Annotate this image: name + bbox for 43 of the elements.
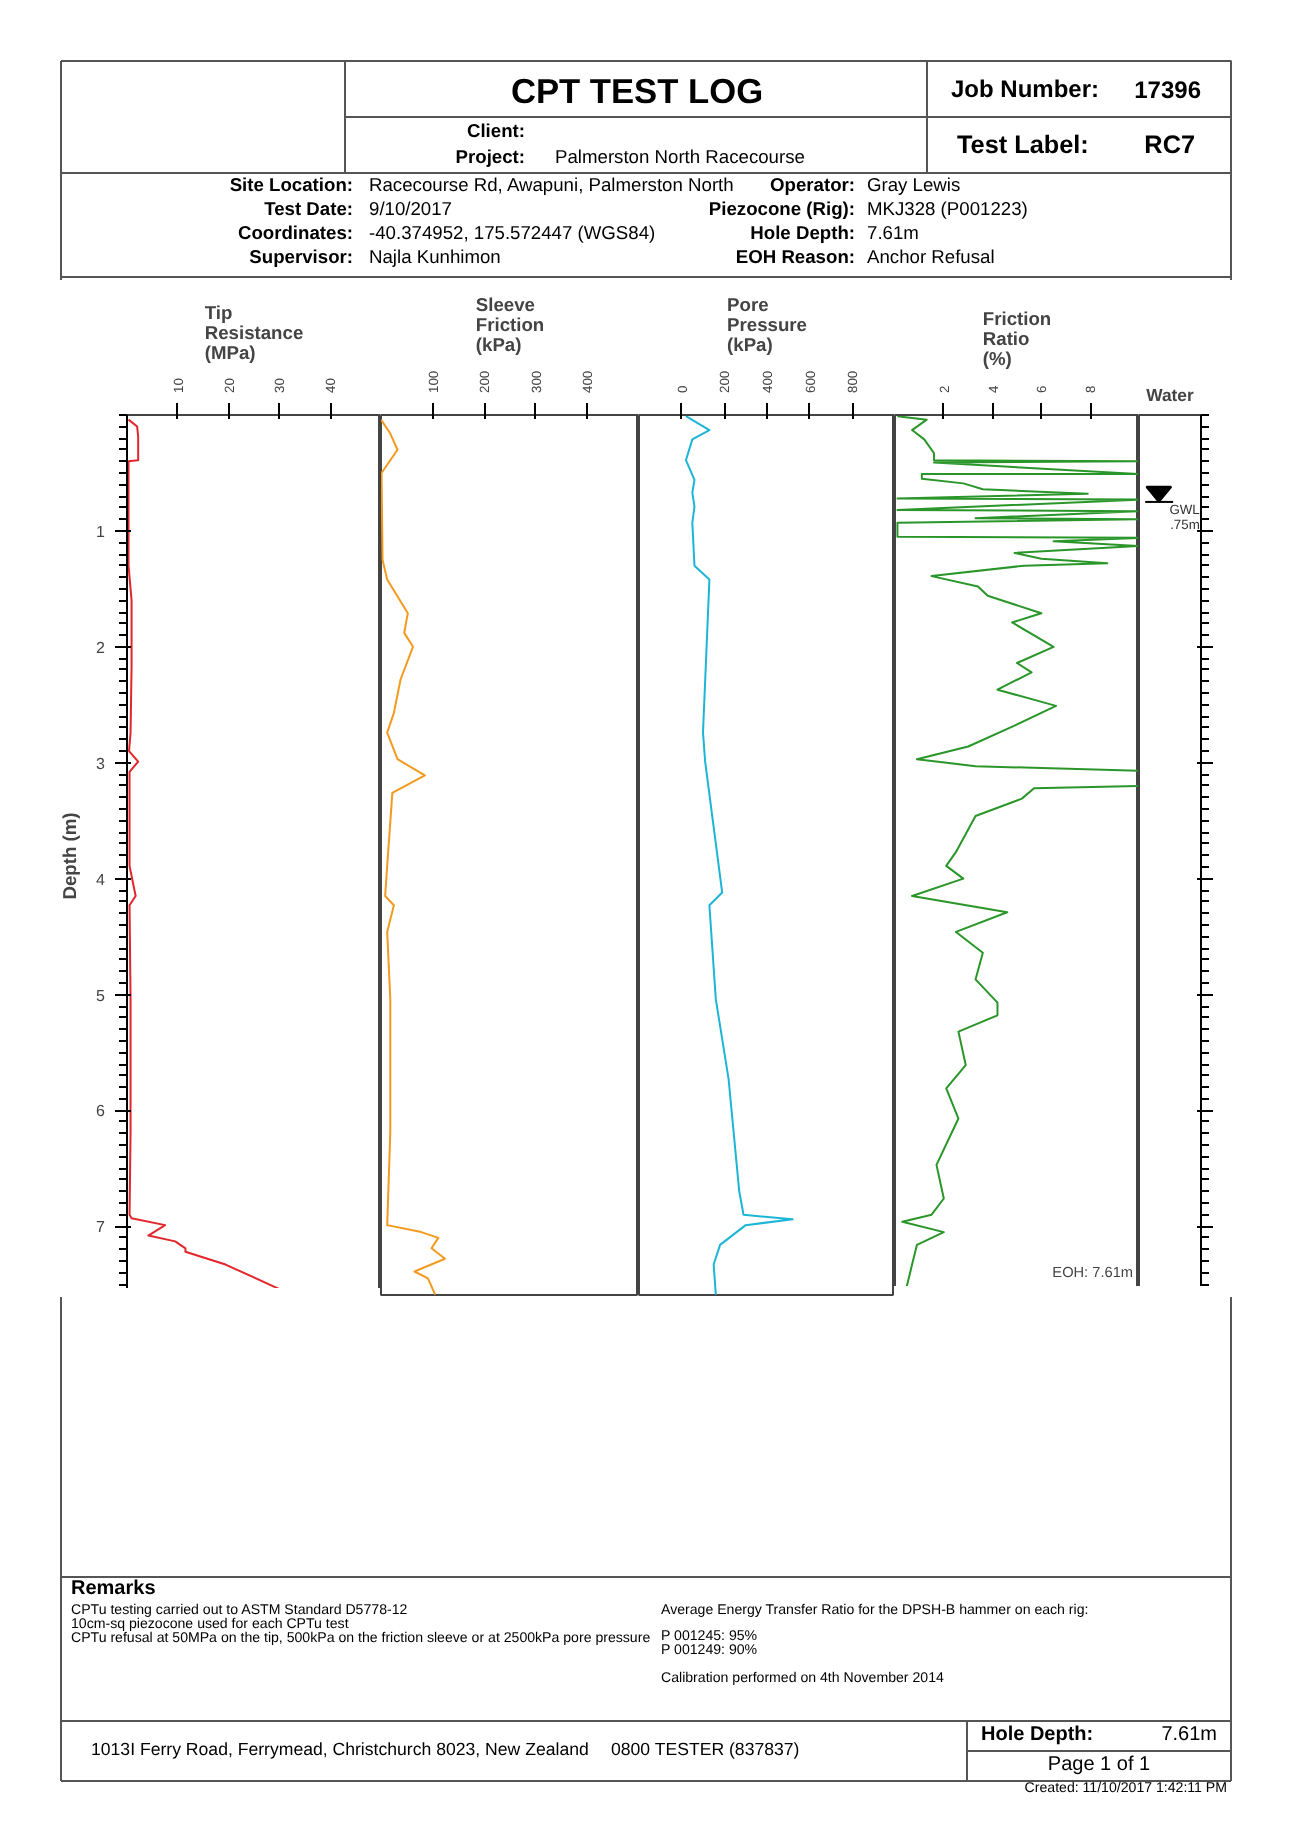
y-tick-label: 1 <box>96 522 107 541</box>
y-tick-label: 2 <box>96 638 107 657</box>
y-tick-label: 5 <box>96 986 107 1005</box>
text: Project: <box>455 147 526 167</box>
text: 0800 TESTER (837837) <box>611 1739 800 1759</box>
text: 9/10/2017 <box>369 199 452 219</box>
text: Racecourse Rd, Awapuni, Palmerston North <box>369 175 734 195</box>
text: 7.61m <box>867 223 920 243</box>
y-axis-title: Depth (m) <box>60 812 81 900</box>
y-tick-label: 7 <box>96 1218 107 1237</box>
text: Job Number: <box>951 75 1100 103</box>
chart-title: Pore Pressure (kPa) <box>727 295 807 355</box>
chart-title: Sleeve Friction (kPa) <box>475 295 545 355</box>
text: 1013I Ferry Road, Ferrymead, Christchurch 8023, New Zealand <box>91 1739 589 1759</box>
text: Piezocone (Rig): <box>708 199 856 219</box>
text: EOH Reason: <box>735 247 855 267</box>
chart-title: Tip Resistance (MPa) <box>204 303 304 363</box>
text: Operator: <box>770 175 856 195</box>
text: 7.61m <box>1161 1724 1218 1746</box>
text: Supervisor: <box>249 247 354 267</box>
text: Client: <box>466 121 526 141</box>
text: Gray Lewis <box>867 175 961 195</box>
y-tick-label: 6 <box>96 1102 107 1121</box>
text: RC7 <box>1144 131 1196 159</box>
text: Test Date: <box>264 199 353 219</box>
text: MKJ328 (P001223) <box>867 199 1028 219</box>
text: Site Location: <box>229 175 353 195</box>
text: Anchor Refusal <box>867 247 995 267</box>
text: Najla Kunhimon <box>369 247 501 267</box>
text: CPT TEST LOG <box>510 71 764 111</box>
y-tick-label: 3 <box>96 754 107 773</box>
text: Remarks <box>71 1578 157 1600</box>
text: Coordinates: <box>237 223 354 243</box>
text: Water <box>1146 385 1195 405</box>
text: 17396 <box>1134 76 1202 104</box>
text: Palmerston North Racecourse <box>555 147 805 167</box>
text: Test Label: <box>957 131 1089 159</box>
text: Hole Depth: <box>981 1724 1094 1746</box>
chart-title: Friction Ratio (%) <box>982 309 1052 369</box>
text: Page 1 of 1 <box>1047 1754 1152 1776</box>
y-tick-label: 4 <box>96 870 107 889</box>
text: Hole Depth: <box>750 223 856 243</box>
text: -40.374952, 175.572447 (WGS84) <box>369 223 656 243</box>
